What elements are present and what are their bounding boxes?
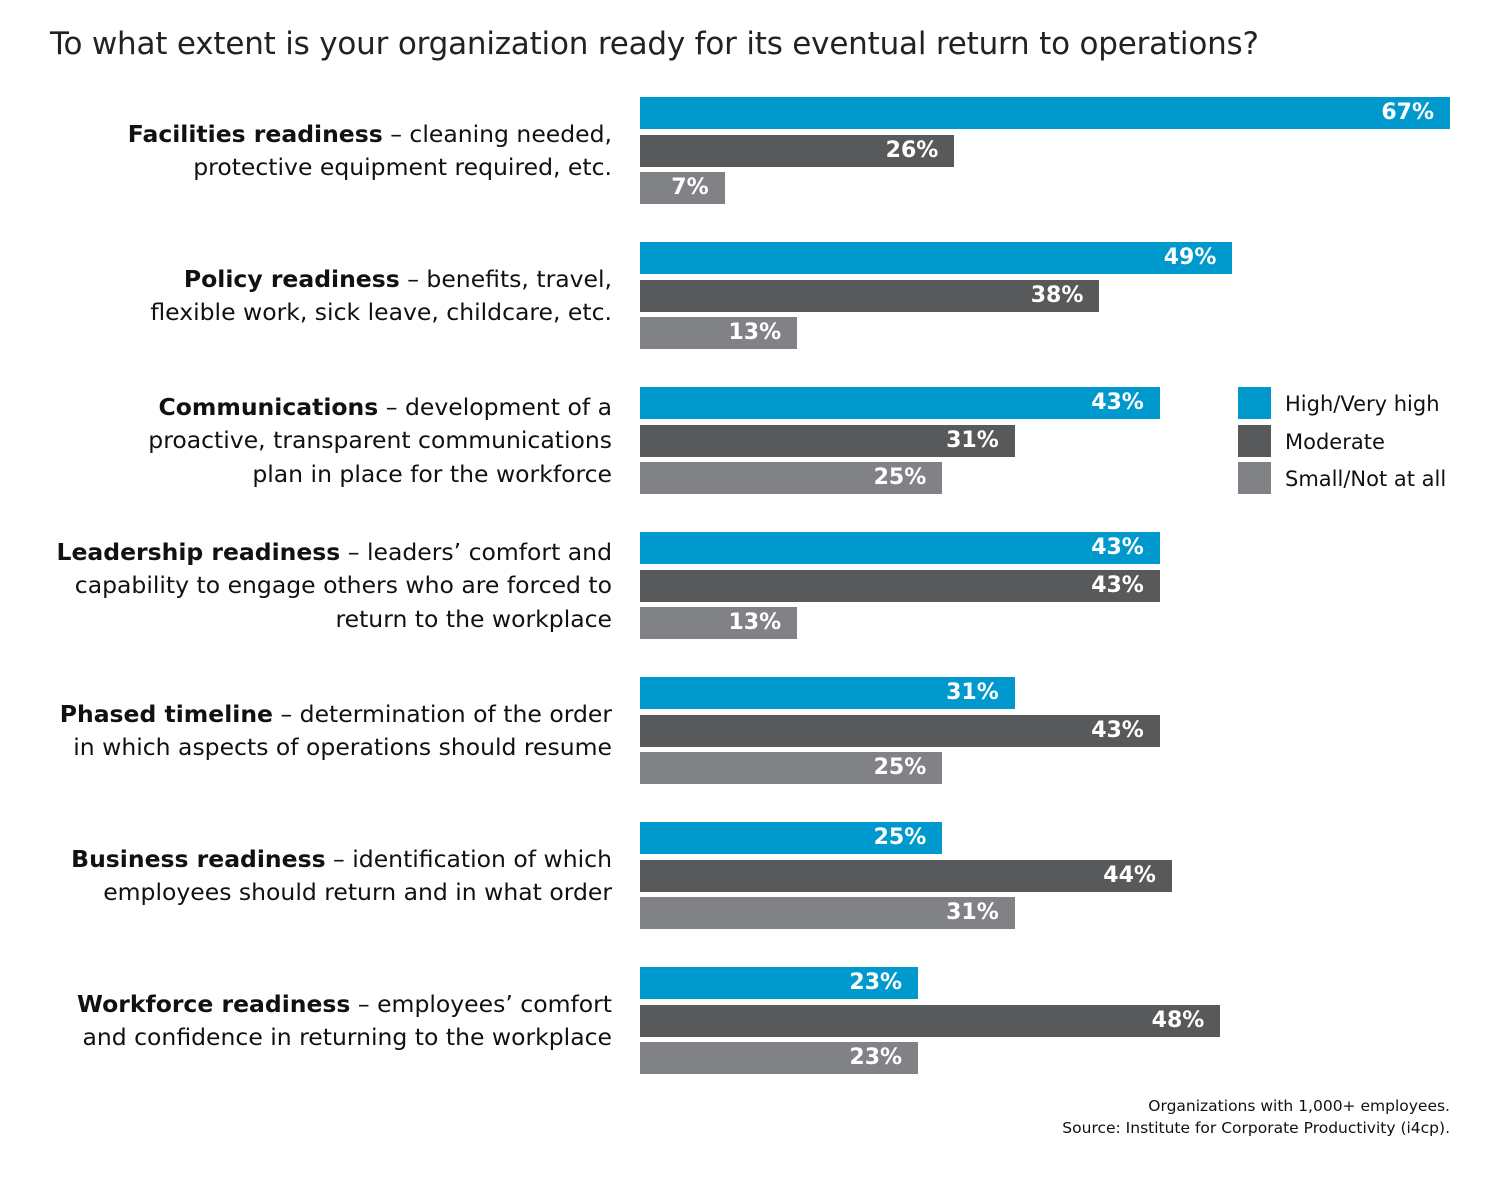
data-label: 25% bbox=[873, 465, 927, 490]
bar-high-very-high: 43% bbox=[640, 387, 1160, 419]
data-label: 43% bbox=[1091, 535, 1144, 560]
bar-moderate: 43% bbox=[640, 569, 1160, 602]
bar-high-very-high: 25% bbox=[640, 822, 943, 854]
bar-high-very-high: 23% bbox=[640, 967, 919, 999]
bar-small-not-at-all: 23% bbox=[640, 1042, 919, 1074]
legend-swatch bbox=[1238, 387, 1271, 419]
category-label: Leadership readiness – leaders’ comfort … bbox=[56, 537, 612, 633]
bar-moderate: 38% bbox=[640, 279, 1100, 312]
category-label: Phased timeline – determination of the o… bbox=[59, 699, 612, 762]
data-label: 67% bbox=[1381, 100, 1435, 125]
data-label: 13% bbox=[728, 320, 782, 345]
footnote-source: Source: Institute for Corporate Producti… bbox=[1062, 1119, 1450, 1137]
data-label: 43% bbox=[1091, 390, 1144, 415]
data-label: 26% bbox=[885, 137, 939, 163]
legend-swatch bbox=[1238, 424, 1271, 457]
bar-moderate: 48% bbox=[640, 1004, 1221, 1037]
category-label: Workforce readiness – employees’ comfort… bbox=[77, 989, 612, 1052]
data-label: 38% bbox=[1030, 282, 1084, 308]
bar-moderate: 26% bbox=[640, 134, 955, 167]
data-label: 31% bbox=[946, 680, 999, 705]
data-label: 43% bbox=[1091, 572, 1144, 598]
footnote-sample: Organizations with 1,000+ employees. bbox=[1148, 1097, 1450, 1115]
data-label: 49% bbox=[1163, 245, 1217, 270]
legend-swatch bbox=[1238, 462, 1271, 494]
bar-small-not-at-all: 13% bbox=[640, 317, 798, 349]
data-label: 31% bbox=[946, 427, 999, 453]
bar-high-very-high: 43% bbox=[640, 532, 1160, 564]
data-label: 25% bbox=[873, 825, 927, 850]
bar-moderate: 44% bbox=[640, 859, 1172, 892]
data-label: 48% bbox=[1151, 1007, 1205, 1033]
bar-small-not-at-all: 25% bbox=[640, 752, 943, 784]
chart-title: To what extent is your organization read… bbox=[50, 26, 1259, 62]
bar-small-not-at-all: 7% bbox=[640, 172, 725, 204]
legend-label: Small/Not at all bbox=[1285, 467, 1447, 491]
bar-high-very-high: 49% bbox=[640, 242, 1233, 274]
bar-moderate: 31% bbox=[640, 424, 1015, 457]
bar-moderate: 43% bbox=[640, 714, 1160, 747]
data-label: 43% bbox=[1091, 717, 1144, 743]
category-label: Communications – development of a proacti… bbox=[148, 392, 612, 488]
data-label: 44% bbox=[1103, 862, 1156, 888]
category-label: Facilities readiness – cleaning needed, p… bbox=[127, 119, 612, 182]
data-label: 23% bbox=[849, 970, 903, 995]
bar-high-very-high: 31% bbox=[640, 677, 1015, 709]
bar-small-not-at-all: 25% bbox=[640, 462, 943, 494]
data-label: 23% bbox=[849, 1045, 903, 1070]
bar-small-not-at-all: 13% bbox=[640, 607, 798, 639]
legend-label: Moderate bbox=[1285, 429, 1385, 454]
data-label: 13% bbox=[728, 610, 782, 635]
legend-label: High/Very high bbox=[1285, 392, 1440, 416]
data-label: 7% bbox=[671, 175, 709, 200]
category-label: Policy readiness – benefits, travel, flex… bbox=[150, 264, 612, 327]
category-label: Business readiness – identification of w… bbox=[71, 844, 612, 907]
bar-small-not-at-all: 31% bbox=[640, 897, 1015, 929]
data-label: 31% bbox=[946, 900, 999, 925]
data-label: 25% bbox=[873, 755, 927, 780]
bar-high-very-high: 67% bbox=[640, 97, 1451, 129]
